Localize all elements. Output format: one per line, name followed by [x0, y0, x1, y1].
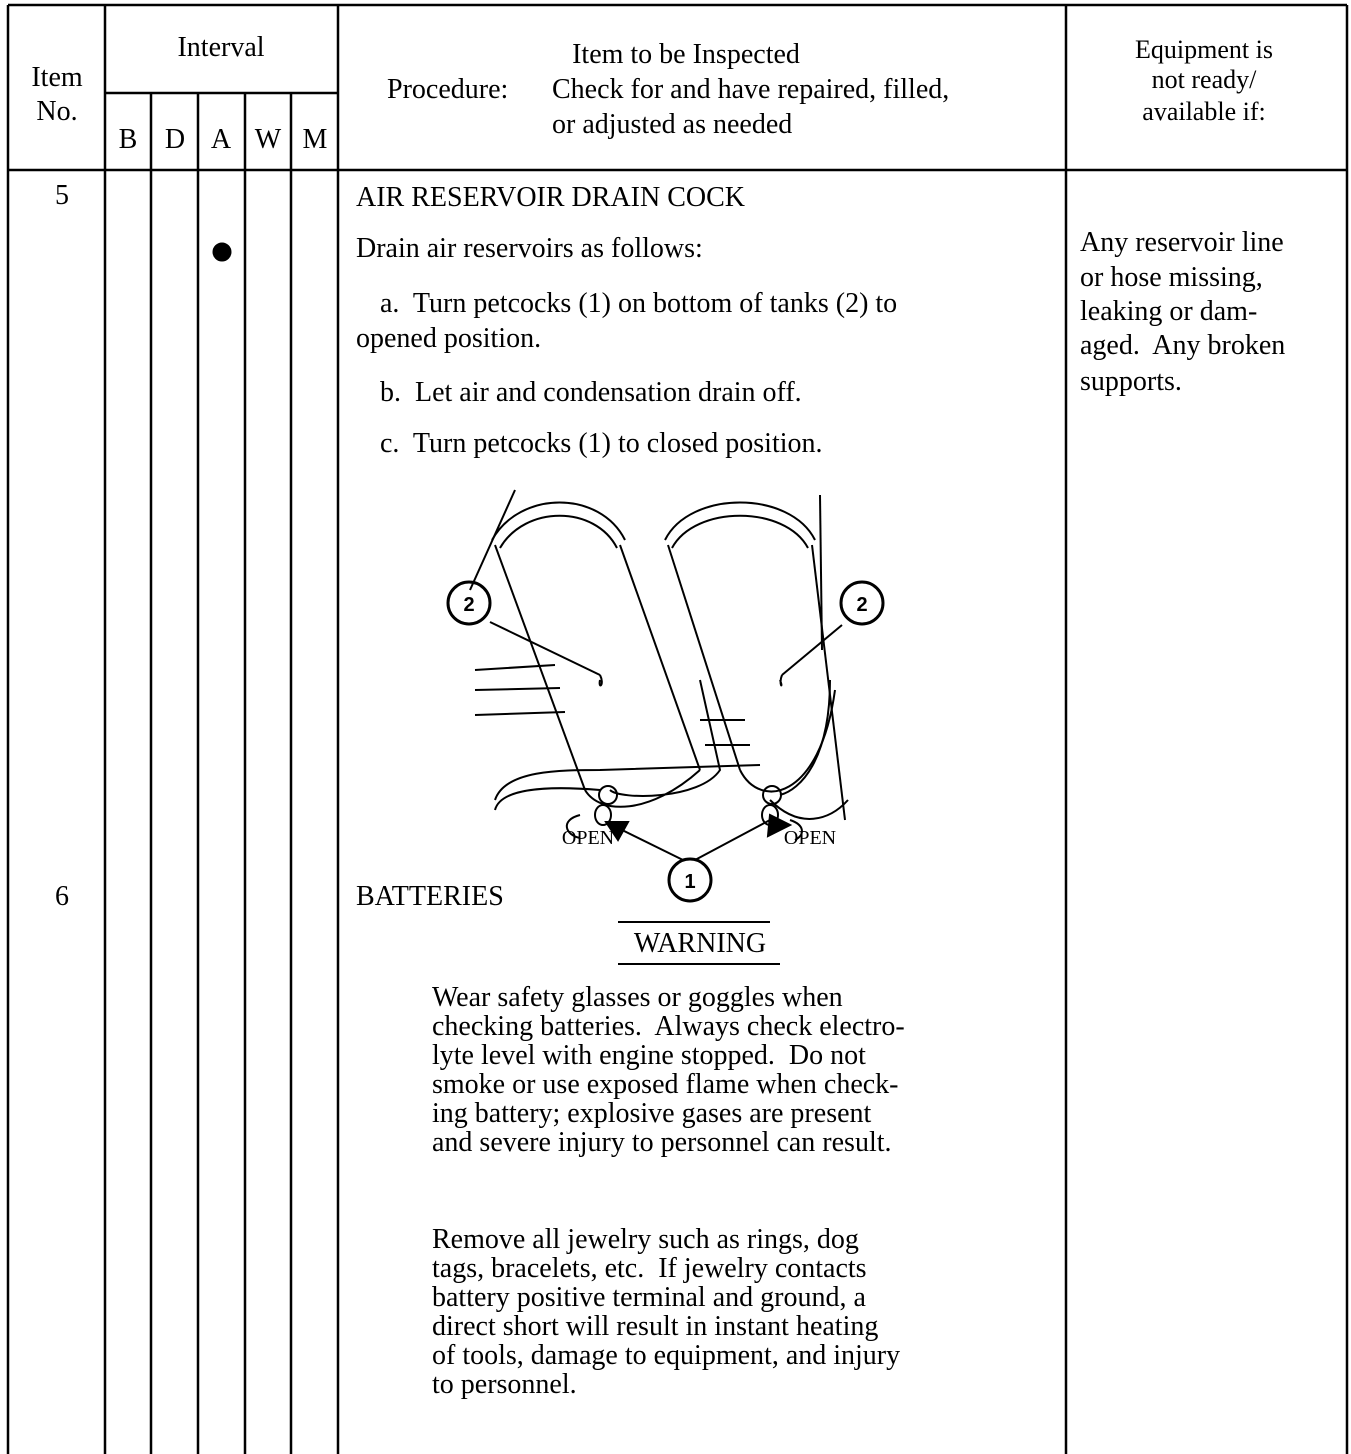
warning-line: ing battery; explosive gases are present: [432, 1098, 872, 1129]
procedure-step: a. Turn petcocks (1) on bottom of tanks …: [380, 288, 898, 319]
warning-line: to personnel.: [432, 1369, 577, 1400]
header-text: Item to be Inspected: [572, 39, 800, 70]
procedure-text: Drain air reservoirs as follows:: [356, 233, 703, 264]
reservoir-figure: [446, 489, 885, 903]
header-text: No.: [36, 96, 78, 127]
figure-label: OPEN: [783, 827, 837, 849]
header-text: Check for and have repaired, filled,: [552, 74, 950, 105]
not-ready-text: supports.: [1080, 366, 1182, 397]
item-title: AIR RESERVOIR DRAIN COCK: [356, 182, 746, 213]
interval-dot: [212, 242, 232, 262]
warning-line: checking batteries. Always check electro…: [432, 1011, 905, 1042]
interval-code: W: [254, 124, 282, 155]
header-text: available if:: [1142, 97, 1266, 126]
header-text: Item: [31, 62, 83, 93]
warning-line: lyte level with engine stopped. Do not: [432, 1040, 866, 1071]
header-text: Procedure:: [387, 74, 509, 105]
callout-number: 2: [463, 594, 475, 616]
warning-line: Remove all jewelry such as rings, dog: [432, 1224, 859, 1255]
header-text: or adjusted as needed: [552, 109, 793, 140]
warning-line: smoke or use exposed flame when check-: [432, 1069, 899, 1100]
warning-line: battery positive terminal and ground, a: [432, 1282, 866, 1313]
warning-line: of tools, damage to equipment, and injur…: [432, 1340, 901, 1371]
not-ready-text: leaking or dam-: [1080, 296, 1258, 327]
callout-number: 1: [684, 871, 696, 893]
figure-label: OPEN: [561, 827, 615, 849]
procedure-step: c. Turn petcocks (1) to closed position.: [380, 428, 823, 459]
procedure-step: opened position.: [356, 323, 542, 354]
interval-code: M: [302, 124, 328, 155]
item-title: BATTERIES: [356, 881, 504, 912]
interval-code: B: [118, 124, 138, 155]
not-ready-text: or hose missing,: [1080, 262, 1263, 293]
procedure-step: b. Let air and condensation drain off.: [380, 377, 802, 408]
callout-number: 2: [856, 594, 868, 616]
header-text: Equipment is: [1135, 35, 1273, 64]
warning-heading: WARNING: [633, 928, 767, 959]
warning-line: and severe injury to personnel can resul…: [432, 1127, 892, 1158]
header-text: not ready/: [1151, 65, 1257, 94]
item-number: 5: [55, 180, 69, 211]
not-ready-text: Any reservoir line: [1080, 227, 1284, 258]
warning-line: tags, bracelets, etc. If jewelry contact…: [432, 1253, 867, 1284]
interval-code: A: [210, 124, 232, 155]
warning-line: Wear safety glasses or goggles when: [432, 982, 843, 1013]
header-text: Interval: [177, 32, 265, 63]
item-number: 6: [55, 881, 69, 912]
warning-line: direct short will result in instant heat…: [432, 1311, 879, 1342]
interval-code: D: [164, 124, 186, 155]
not-ready-text: aged. Any broken: [1080, 330, 1286, 361]
